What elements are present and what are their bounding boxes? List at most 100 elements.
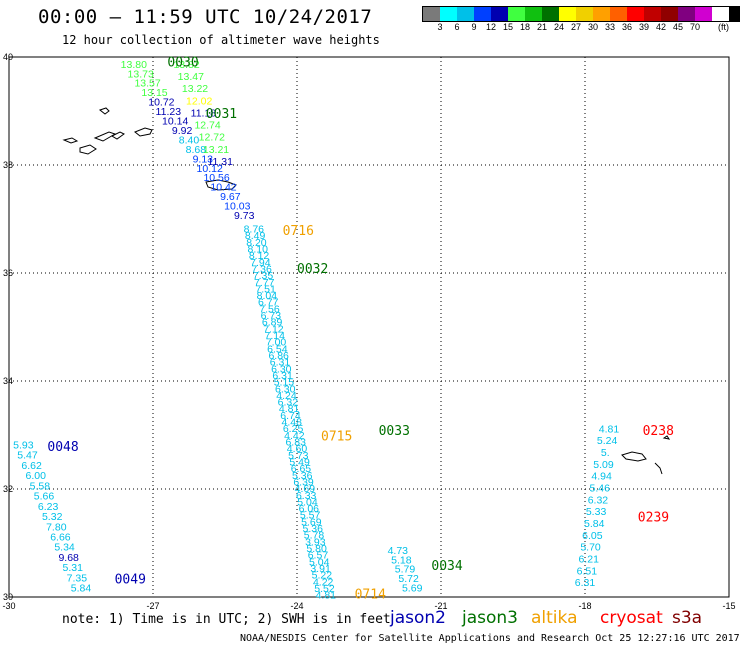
- swh-value: 10.14: [162, 116, 188, 128]
- color-swatch: [474, 7, 491, 21]
- swh-value: 12.02: [186, 95, 212, 107]
- legend-item-cryosat: cryosat: [600, 608, 663, 628]
- legend-item-jason3: jason3: [462, 608, 518, 628]
- swh-value: 6.31: [272, 370, 293, 382]
- swh-value: 4.42: [284, 430, 305, 442]
- color-swatch: [576, 7, 593, 21]
- color-scale-label: 70: [689, 22, 701, 32]
- color-scale-label: 27: [570, 22, 582, 32]
- lat-tick-label: 30: [3, 592, 13, 602]
- swh-value: 4.73: [388, 545, 409, 557]
- pass-time-label: 0032: [297, 262, 328, 277]
- color-scale-label: 45: [672, 22, 684, 32]
- island-outline: [110, 131, 125, 140]
- lon-tick-label: -15: [722, 601, 735, 611]
- color-scale-label: 21: [536, 22, 548, 32]
- island-outline: [98, 107, 110, 115]
- color-scale-label: 24: [553, 22, 565, 32]
- color-scale-unit: (ft): [718, 22, 729, 32]
- swh-value: 4.69: [295, 483, 316, 495]
- color-swatch: [508, 7, 525, 21]
- swh-value: 5.04: [297, 496, 318, 508]
- color-scale-label: 36: [621, 22, 633, 32]
- swh-value: 6.77: [258, 297, 279, 309]
- swh-value: 9.67: [220, 191, 241, 203]
- lon-tick-label: -21: [434, 601, 447, 611]
- swh-value: 5.84: [71, 583, 92, 595]
- swh-value: 5.04: [309, 556, 330, 568]
- swh-value: 5.33: [586, 506, 607, 518]
- swh-value: 5.15: [274, 377, 295, 389]
- swh-value: 4.81: [316, 590, 337, 602]
- swh-value: 5.72: [398, 573, 419, 585]
- swh-value: 6.23: [38, 501, 59, 513]
- pass-labels: 0030 0031 0716 0032 0033 0715 0048 0049 0034 0714…: [47, 56, 674, 603]
- swh-value: 8.68: [186, 144, 207, 156]
- swh-value: 5.58: [30, 480, 51, 492]
- pass-time-label: 0716: [283, 224, 314, 239]
- swh-value: 5.69: [301, 516, 322, 528]
- lat-tick-label: 32: [3, 484, 13, 494]
- color-scale-label: 42: [655, 22, 667, 32]
- swh-value: 6.74: [280, 410, 301, 422]
- swh-value: 5.36: [302, 523, 323, 535]
- island-outline: [205, 179, 237, 191]
- swh-value: 13.57: [134, 78, 160, 90]
- swh-value: 6.39: [293, 476, 314, 488]
- swh-value: 4.60: [287, 443, 308, 455]
- swh-value: 13.82: [173, 59, 199, 71]
- swh-value: 5.46: [590, 482, 611, 494]
- axis-tick-labels: -30 -27 -24 -21 -18 -15 40 38 36 34 32 30: [2, 52, 735, 611]
- color-swatch: [610, 7, 627, 21]
- swh-value: 13.21: [203, 144, 229, 156]
- color-swatch: [661, 7, 678, 21]
- legend-item-jason2: jason2: [390, 608, 446, 628]
- swh-value: 8.49: [245, 230, 266, 242]
- color-swatch: [695, 7, 712, 21]
- altimeter-tracks: 13.8013.7313.5713.1510.7211.2310.149.928…: [13, 59, 619, 602]
- pass-time-label: 0034: [431, 559, 462, 574]
- swh-value: 5.73: [288, 450, 309, 462]
- color-scale-label: 15: [502, 22, 514, 32]
- color-scale-label: 30: [587, 22, 599, 32]
- swh-value: 13.47: [178, 71, 204, 83]
- swh-value: 13.22: [182, 83, 208, 95]
- swh-value: 13.80: [121, 59, 147, 71]
- swh-value: 5.47: [17, 450, 38, 462]
- swh-value: 13.73: [128, 68, 154, 80]
- map-subtitle: 12 hour collection of altimeter wave hei…: [62, 33, 380, 47]
- color-scale-label: 6: [454, 22, 460, 32]
- swh-value: 6.54: [267, 343, 288, 355]
- swh-value: 4.94: [591, 471, 612, 483]
- swh-value: 5.52: [314, 583, 335, 595]
- color-swatch: [423, 7, 440, 21]
- note-text: note: 1) Time is in UTC; 2) SWH is in fe…: [62, 612, 391, 627]
- swh-value: 8.20: [246, 237, 267, 249]
- swh-value: 4.81: [599, 423, 620, 435]
- color-scale-label: 12: [485, 22, 497, 32]
- legend-item-s3a: s3a: [672, 608, 703, 628]
- color-scale-label: 18: [519, 22, 531, 32]
- swh-value: 7.94: [250, 257, 271, 269]
- island-outline: [621, 451, 647, 462]
- swh-value: 4.48: [282, 417, 303, 429]
- swh-value: 6.31: [270, 357, 291, 369]
- swh-value: 11.23: [156, 106, 182, 118]
- lon-tick-label: -27: [146, 601, 159, 611]
- swh-value: 8.12: [249, 250, 270, 262]
- swh-value: 5.79: [395, 564, 416, 576]
- swh-value: 6.73: [261, 310, 282, 322]
- swh-value: 3.93: [305, 536, 326, 548]
- swh-value: 6.89: [262, 317, 283, 329]
- color-swatch: [627, 7, 644, 21]
- swh-value: 4.81: [279, 403, 300, 415]
- map-frame: [8, 56, 730, 598]
- coastline-islands: [62, 107, 671, 475]
- swh-value: 6.06: [299, 503, 320, 515]
- island-outline: [654, 462, 663, 475]
- swh-value: 10.03: [224, 201, 250, 213]
- swh-value: 6.57: [308, 550, 329, 562]
- swh-value: 9.92: [172, 125, 193, 137]
- swh-value: 4.22: [313, 576, 334, 588]
- swh-value: 7.77: [254, 277, 275, 289]
